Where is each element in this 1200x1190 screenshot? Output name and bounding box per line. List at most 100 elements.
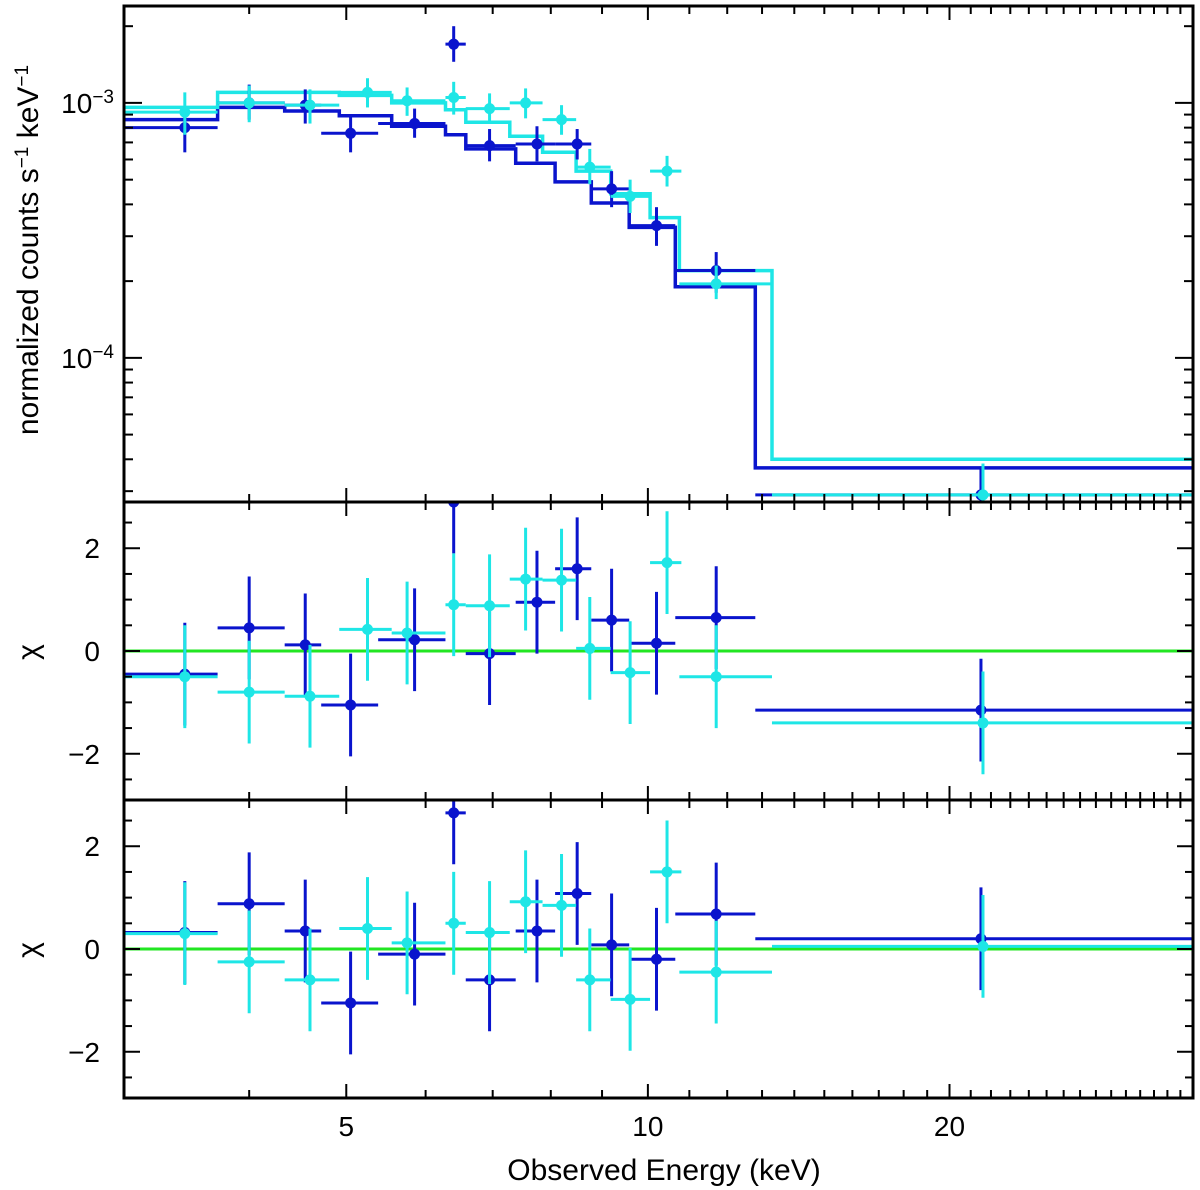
residuals-2-data2-point-1 [217, 910, 285, 1014]
residuals-2-data1-point-8 [555, 842, 592, 945]
data-marker [651, 953, 663, 965]
residuals-1-data1-point-5 [445, 502, 466, 554]
data-marker [531, 925, 543, 937]
data-marker [243, 97, 255, 109]
data-marker [584, 161, 596, 173]
residuals-2-data1-point-4 [378, 902, 446, 1006]
residuals-2-data2-point-9 [576, 928, 611, 1032]
spectrum-x-ticks [248, 6, 1182, 502]
residuals-2-data1-point-3 [321, 951, 379, 1055]
residuals-2-data2-point-6 [465, 881, 510, 984]
data-marker [624, 190, 636, 202]
residuals-1-data2-point-12 [679, 625, 772, 729]
residuals-2-x-ticks [248, 800, 1182, 1098]
data-marker [448, 807, 460, 819]
data-marker [651, 220, 663, 232]
data-marker [179, 671, 191, 683]
data-marker [624, 667, 636, 679]
spectrum-panel: 10−3 10−4 [61, 4, 1195, 504]
data-marker [531, 138, 543, 150]
spectrum-data1-point-8 [555, 129, 592, 160]
data-marker [243, 686, 255, 698]
residuals-2-data2-point-7 [509, 850, 543, 954]
data-marker [977, 489, 989, 501]
residuals-1-y-tick-label-0: 2 [84, 533, 100, 564]
spectrum-data1-point-6 [465, 129, 516, 162]
spectrum-data2-point-4 [391, 87, 446, 116]
data-marker [243, 898, 255, 910]
data-marker [362, 623, 374, 635]
data-marker [304, 974, 316, 986]
spectrum-data1-point-3 [321, 115, 379, 153]
residuals-1-data1-point-3 [321, 653, 379, 757]
data-marker [520, 97, 532, 109]
spectrum-data2-point-3 [339, 78, 392, 108]
data-marker [571, 563, 583, 575]
residuals-2-data1-point-2 [284, 879, 322, 983]
data-marker [977, 940, 989, 952]
spectrum-data1-series [124, 26, 1193, 502]
data-marker [179, 928, 191, 940]
residuals-1-plot-area [124, 502, 1193, 775]
data-marker [243, 956, 255, 968]
residuals-2-data2-point-10 [610, 947, 651, 1051]
spectrum-data2-point-6 [465, 93, 510, 124]
spectrum-data1-point-5 [445, 26, 466, 62]
residuals-2-data1-series [124, 800, 1193, 1055]
residuals-1-data1-point-4 [378, 588, 446, 692]
spectrum-data2-point-11 [650, 155, 682, 187]
data-marker [571, 138, 583, 150]
data-marker [448, 599, 460, 611]
data-marker [362, 922, 374, 934]
residuals-2-data1-point-7 [515, 879, 556, 983]
residuals-1-data2-point-9 [576, 597, 611, 700]
residuals-1-data1-point-8 [555, 517, 592, 621]
residuals-2-data1-point-5 [445, 800, 466, 865]
data-marker [401, 95, 413, 107]
residuals-2-data2-point-13 [771, 895, 1193, 998]
spectrum-plot-area [124, 26, 1193, 502]
residuals-2-data2-point-8 [542, 853, 577, 957]
residuals-2-data2-point-2 [284, 928, 340, 1032]
residuals-2-y-tick-label-1: 0 [84, 934, 100, 965]
data-marker [710, 908, 722, 920]
data-marker [345, 997, 357, 1009]
spectrum-data1-point-12 [755, 466, 1193, 502]
data-marker [345, 699, 357, 711]
residuals-panel-2: 2 0 −2 [68, 798, 1195, 1100]
data-marker [531, 596, 543, 608]
spectrum-data2-point-0 [124, 92, 218, 135]
data-marker [606, 614, 618, 626]
spectrum-y-ticks [124, 25, 1193, 493]
data-marker [179, 106, 191, 118]
data-marker [556, 114, 568, 126]
residuals-2-data1-point-1 [217, 852, 285, 956]
residuals-2-data1-point-10 [629, 907, 676, 1011]
data-marker [661, 165, 673, 177]
residuals-2-data2-point-4 [391, 891, 446, 995]
data-marker [345, 127, 357, 139]
spectrum-data1-point-7 [515, 126, 556, 162]
residuals-1-data2-point-7 [509, 527, 543, 631]
data-marker [556, 574, 568, 586]
residuals-1-data2-point-8 [542, 528, 577, 632]
residuals-2-data1-point-12 [755, 887, 1193, 991]
residuals-1-data1-point-9 [591, 568, 630, 672]
residuals-1-data2-point-4 [391, 581, 446, 685]
residuals-2-data2-point-0 [124, 882, 218, 985]
residuals-1-data1-point-1 [217, 576, 285, 680]
data-marker [556, 899, 568, 911]
data-marker [651, 637, 663, 649]
residuals-2-y-tick-label-0: 2 [84, 831, 100, 862]
residuals-1-y-tick-label-1: 0 [84, 636, 100, 667]
data-marker [362, 86, 374, 98]
data-marker [606, 183, 618, 195]
data-marker [977, 717, 989, 729]
data-marker [710, 966, 722, 978]
data-marker [710, 278, 722, 290]
residuals-1-data2-point-5 [445, 553, 466, 657]
x-axis-label: Observed Energy (keV) [507, 1154, 820, 1187]
data-marker [299, 639, 311, 651]
residuals-2-data1-point-9 [591, 893, 630, 997]
